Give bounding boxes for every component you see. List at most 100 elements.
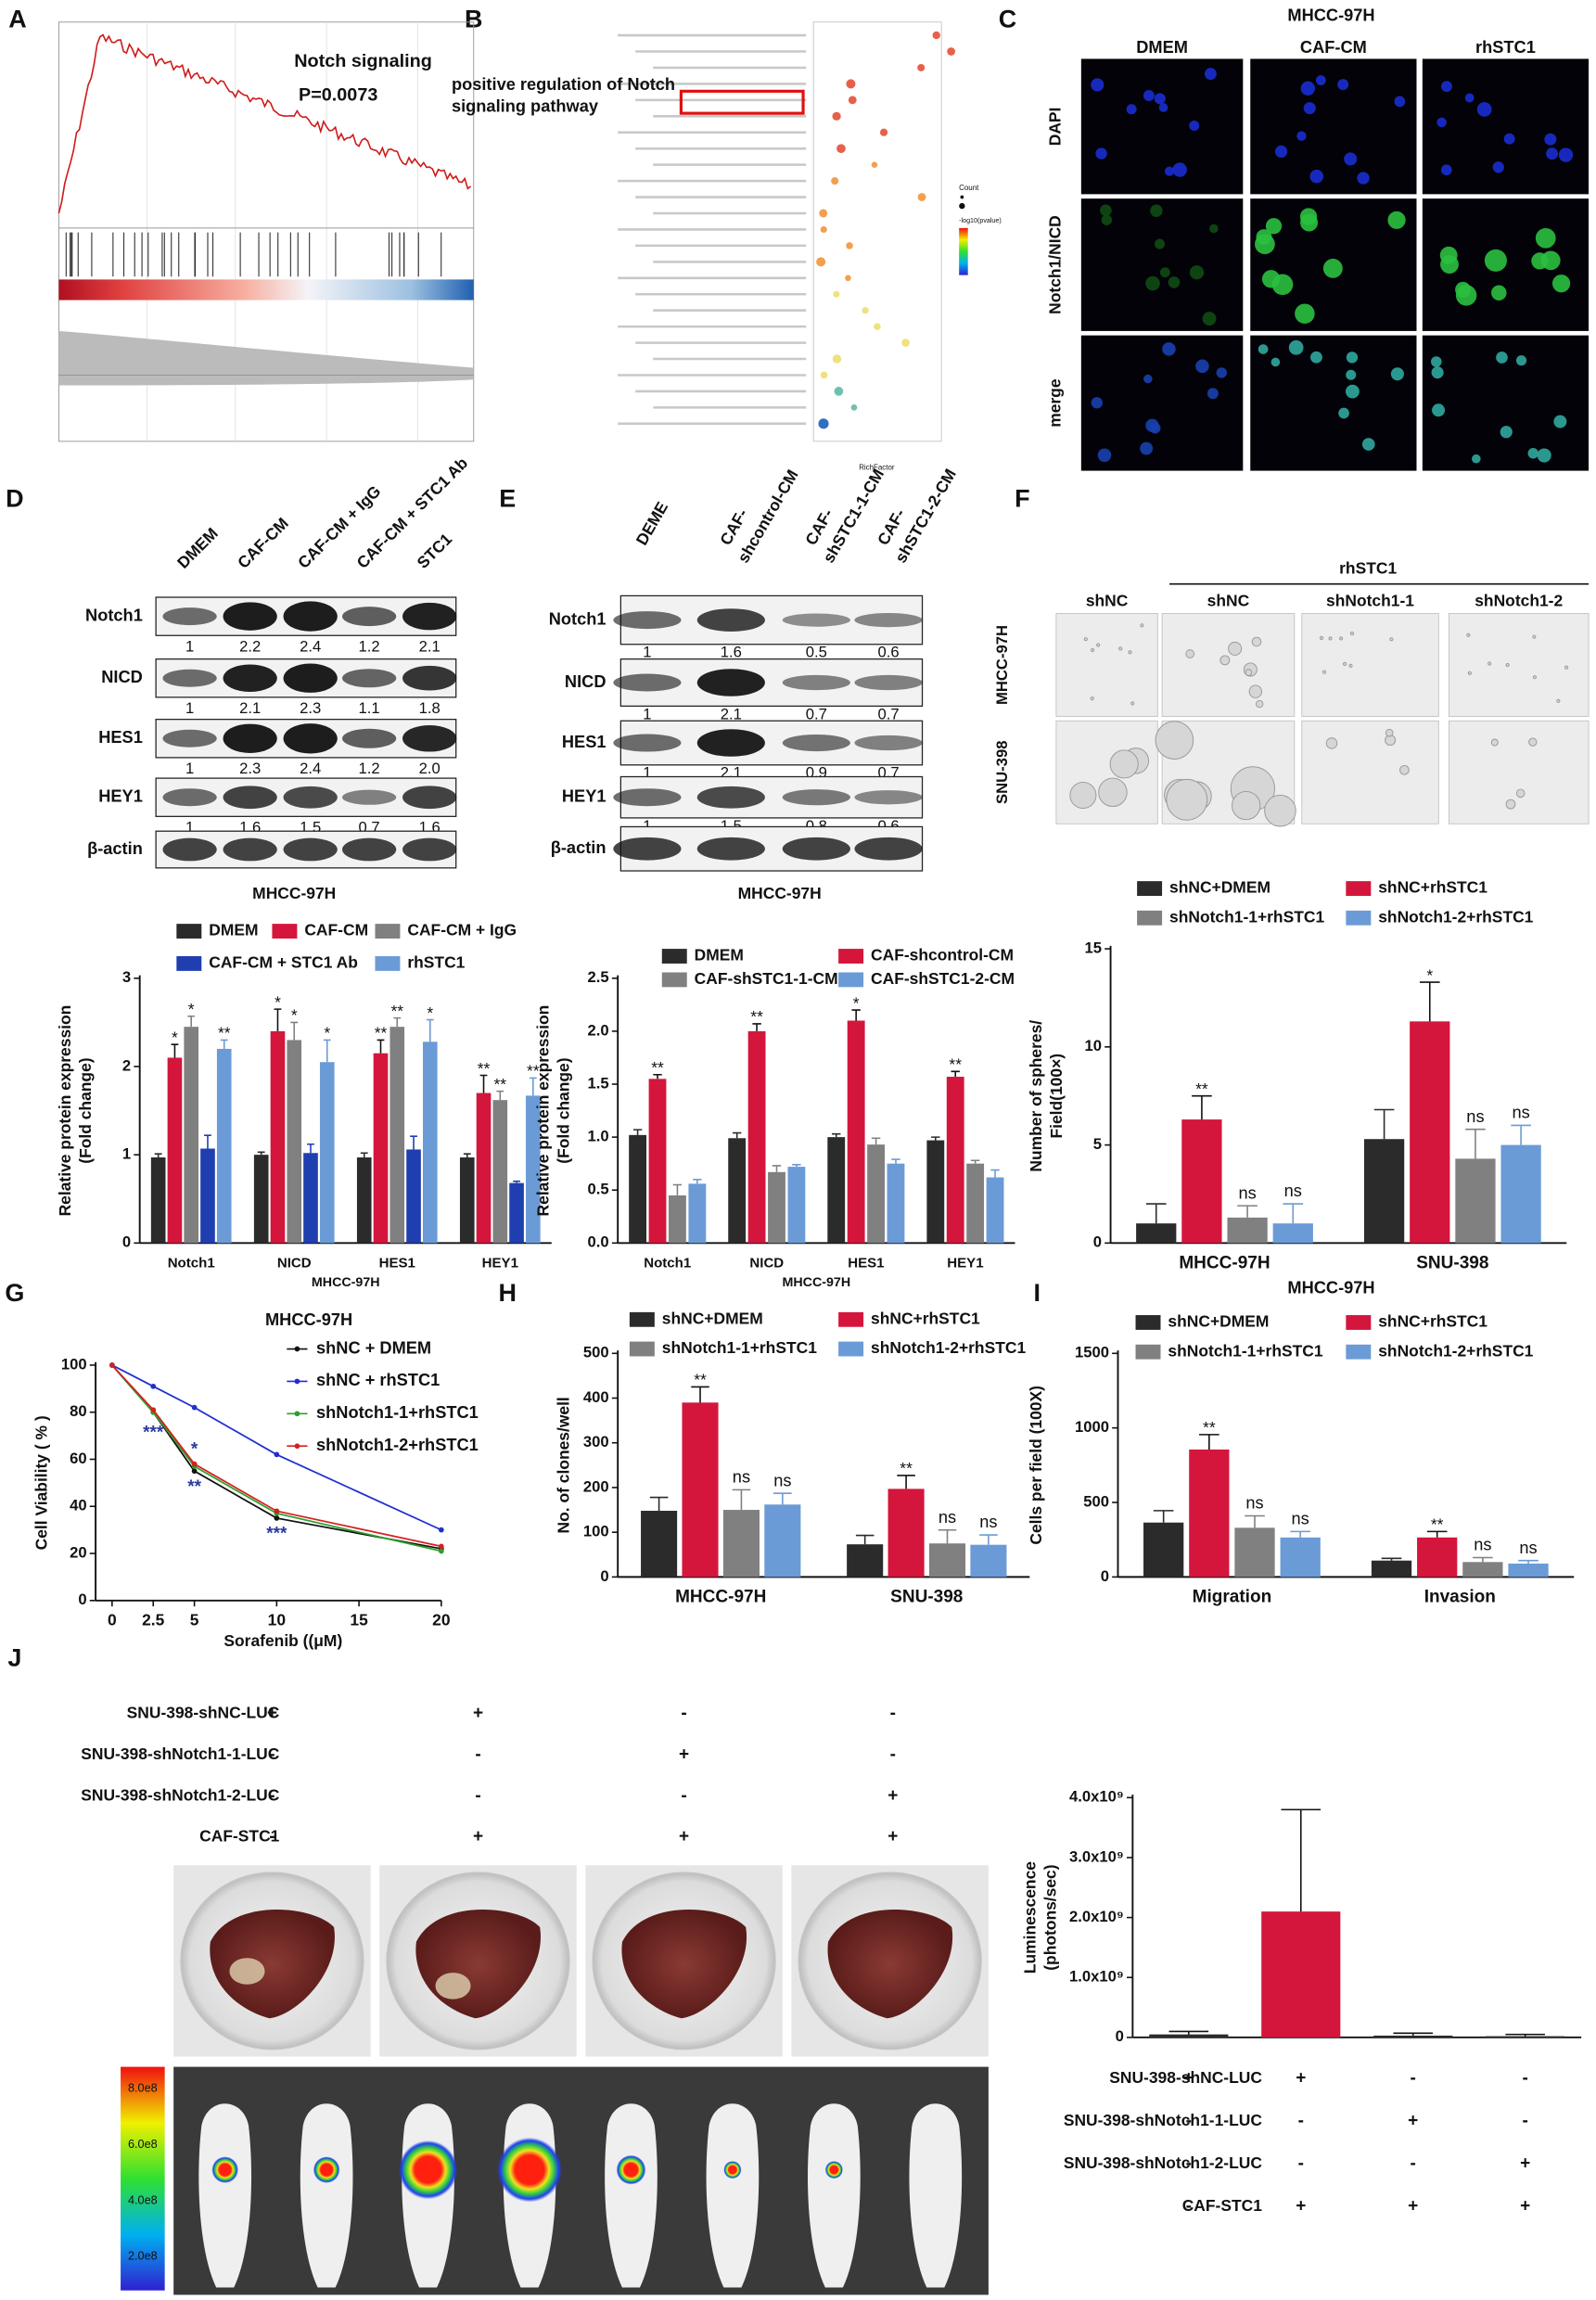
condition-sign: - [1186,2153,1192,2173]
scale-label: 8.0e8 [128,2082,158,2095]
bar [200,1148,215,1244]
cell [1315,75,1326,85]
gsea-title: Notch signaling [294,51,432,71]
column-label: shNC [1086,591,1129,609]
bar [1500,1144,1541,1244]
ranked-metric [58,330,474,386]
band [162,669,217,687]
significance: ns [1474,1535,1491,1554]
signal [398,2140,458,2200]
significance: ** [187,1477,201,1497]
sphere [1228,641,1243,656]
condition-sign: + [1296,2068,1306,2088]
error-bar [1373,1108,1395,1140]
x-tick-label: HES1 [379,1256,415,1271]
sphere [1348,663,1353,668]
error-bar [360,1152,368,1158]
legend-dot [294,1346,300,1352]
cell [1204,68,1217,81]
band-quant: 1.1 [359,699,380,717]
band [696,729,765,757]
significance: ** [1203,1418,1216,1437]
band-quant: 2.1 [239,699,261,717]
legend-swatch [629,1311,655,1327]
y-tick-label: 15 [1085,939,1103,956]
y-tick-label: 1000 [1075,1418,1109,1436]
panel-title: MHCC-97H [1287,5,1374,24]
band [342,789,397,805]
significance: * [275,992,281,1011]
band-quant: 1 [643,705,651,722]
error-bar [513,1180,520,1183]
condition-sign: + [1408,2111,1418,2130]
sphere-image [1055,613,1158,717]
point [438,1543,444,1550]
significance: ** [527,1062,540,1080]
point [109,1362,115,1368]
error-bar [773,1492,792,1505]
mouse [198,2103,252,2288]
y-axis-label: Relative protein expression [56,1005,74,1217]
condition-sign: - [475,1744,480,1764]
legend-label: CAF-shSTC1-1-CM [695,969,838,988]
y-tick-label: 200 [583,1477,609,1495]
pathway-dot [818,418,829,429]
error-bar [274,1008,282,1031]
bar [847,1544,884,1578]
y-tick-label: 0 [1116,2027,1124,2045]
lane-label: DEME [632,499,672,549]
y-tick-label: 1500 [1075,1344,1109,1361]
chart-title: MHCC-97H [1287,1277,1374,1297]
sphere [1091,648,1095,653]
y-axis-label: Cells per field (100X) [1027,1386,1045,1545]
condition-label: SNU-398-shNotch1-1-LUC [81,1744,280,1763]
legend-dot [294,1443,300,1450]
bar [887,1163,905,1244]
panel-letter: E [499,484,516,512]
legend-label: CAF-CM [304,921,368,939]
band [223,837,277,862]
group-label: rhSTC1 [1339,558,1397,577]
legend-swatch [1137,910,1163,926]
condition-sign: - [681,1704,686,1723]
band [402,837,457,862]
band [402,602,457,631]
x-tick-label: Notch1 [168,1256,215,1271]
legend-label: shNotch1-1+rhSTC1 [316,1402,479,1422]
error-bar [1381,1557,1402,1561]
error-bar [1237,1205,1258,1218]
band [223,602,277,631]
row-label: DAPI [1045,108,1064,147]
point [438,1527,444,1533]
significance: *** [266,1525,287,1544]
band-quant: 2.1 [419,637,440,655]
protein-label: HEY1 [562,786,606,806]
bar [669,1195,686,1244]
cell [1159,267,1170,278]
legend-label: shNotch1-1+rhSTC1 [1168,1341,1322,1360]
condition-label: SNU-398-shNC-LUC [127,1704,280,1722]
y-tick-label: 300 [583,1433,609,1450]
cell [1195,359,1209,374]
band-quant: 0.7 [806,705,827,722]
pathway-dot [846,242,853,249]
sphere [1349,632,1355,636]
significance: * [427,1003,433,1022]
y-axis-label: Cell Viability ( % ) [32,1415,51,1550]
band [782,613,850,627]
signal [313,2156,340,2183]
condition-sign: - [1411,2153,1416,2173]
condition-sign: + [267,1704,277,1723]
cell [1143,90,1155,102]
condition-label: SNU-398-shNC-LUC [1109,2068,1262,2087]
bar [1136,1223,1177,1244]
micrograph [1080,58,1244,195]
signal [211,2156,238,2183]
bar [1143,1522,1184,1578]
bar [787,1167,806,1244]
highlight-text: positive regulation of Notch [452,74,675,94]
column-label: shNotch1-2 [1475,591,1563,609]
significance: *** [143,1424,164,1443]
cell [1097,448,1112,463]
